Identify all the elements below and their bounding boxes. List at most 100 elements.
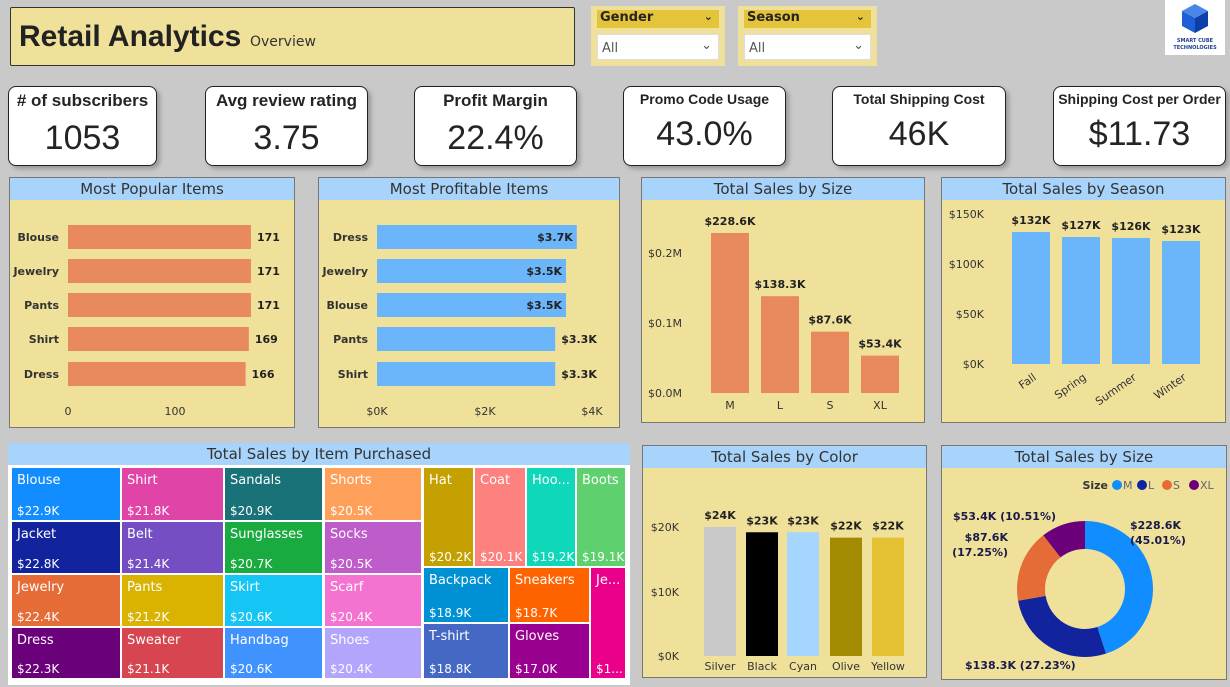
treemap-tile[interactable]: Belt $21.4K [122,522,223,573]
tile-value: $22.8K [17,557,60,571]
data-label: $22K [872,520,904,533]
treemap-tile[interactable]: Pants $21.2K [122,575,223,626]
category-label: Pants [24,299,59,312]
kpi-label: Total Shipping Cost [853,91,985,107]
data-label: 171 [257,231,280,244]
tile-value: $20.9K [230,504,273,518]
treemap-tile[interactable]: Boots $19.1K [577,468,625,566]
data-label: $24K [704,509,736,522]
bar [377,259,566,283]
tile-name: Handbag [230,633,289,648]
category-label: Yellow [870,660,905,673]
gender-dropdown[interactable]: All ⌄ [597,34,719,60]
bar [377,293,566,317]
treemap-tile[interactable]: Coat $20.1K [475,468,525,566]
treemap-tile[interactable]: Shorts $20.5K [325,468,421,520]
treemap-tile[interactable]: Je... $1... [591,568,625,678]
treemap-tile[interactable]: Sandals $20.9K [225,468,322,520]
chart-svg: $228.6K (45.01%) $138.3K (27.23%) $87.6K (17… [952,479,1214,672]
treemap-tile[interactable]: Hat $20.2K [424,468,473,566]
chart-svg: Dress $3.7K Jewelry $3.5K Blouse $3.5K Pants $3… [321,225,603,418]
sales-by-season-chart: Total Sales by Season $132K Fall $127K Sprin… [941,177,1226,423]
data-label: 171 [257,299,280,312]
data-label: $53.4K [858,338,902,351]
bar [68,293,251,317]
tile-name: Je... [596,573,621,588]
treemap-tile[interactable]: Jacket $22.8K [12,522,120,573]
legend-title: Size [1082,479,1108,492]
category-label: Cyan [789,660,817,673]
treemap-tile[interactable]: T-shirt $18.8K [424,624,508,678]
legend-marker [1137,480,1147,490]
kpi-label: Avg review rating [215,91,358,110]
tile-value: $20.6K [230,662,273,676]
data-label: $127K [1061,219,1101,232]
bar [1112,238,1150,364]
sales-by-color-chart: Total Sales by Color $24K Silver $23K Black $… [642,445,927,678]
chart-title: Total Sales by Size [942,446,1226,468]
chevron-down-icon[interactable]: ⌄ [855,10,865,23]
page-subtitle: Overview [250,34,316,50]
season-slicer[interactable]: Season ⌄ All ⌄ [738,6,877,66]
chevron-down-icon[interactable]: ⌄ [703,10,713,23]
treemap-tile[interactable]: Gloves $17.0K [510,624,589,678]
treemap-tile[interactable]: Sweater $21.1K [122,628,223,678]
x-tick-label: $0K [366,405,388,418]
x-tick-label: 100 [165,405,186,418]
tile-name: Jewelry [17,580,65,595]
y-tick-label: $0.0M [648,387,682,400]
category-label: Olive [832,660,860,673]
chevron-down-icon: ⌄ [853,38,864,53]
gender-slicer[interactable]: Gender ⌄ All ⌄ [591,6,725,66]
tile-value: $18.9K [429,606,472,620]
y-tick-label: $0K [963,358,985,371]
bar [746,532,778,656]
legend-marker [1162,480,1172,490]
tile-value: $20.6K [230,610,273,624]
x-tick-label: 0 [65,405,72,418]
treemap-tile[interactable]: Skirt $20.6K [225,575,322,626]
data-label: $138.3K [755,278,806,291]
bar [811,331,849,393]
category-label: Blouse [326,299,368,312]
tile-name: Shoes [330,633,370,648]
bar [377,225,577,249]
donut-slice [1017,535,1061,601]
category-label: Jewelry [12,265,59,278]
season-dropdown[interactable]: All ⌄ [744,34,871,60]
kpi-value: $11.73 [1088,115,1191,153]
tile-name: Jacket [17,527,57,542]
treemap-tile[interactable]: Hoo... $19.2K [527,468,575,566]
tile-name: Gloves [515,629,560,644]
treemap-tile[interactable]: Handbag $20.6K [225,628,322,678]
category-label: Winter [1152,371,1190,403]
tile-value: $22.3K [17,662,60,676]
tile-value: $18.8K [429,662,472,676]
tile-name: Socks [330,527,368,542]
treemap-tile[interactable]: Backpack $18.9K [424,568,508,622]
treemap-tile[interactable]: Blouse $22.9K [12,468,120,520]
treemap-tile[interactable]: Scarf $20.4K [325,575,421,626]
tile-value: $20.2K [429,550,472,564]
tile-name: Sandals [230,473,282,488]
tile-value: $20.5K [330,557,373,571]
season-value: All [749,41,766,56]
treemap-tile[interactable]: Shirt $21.8K [122,468,223,520]
treemap-tile[interactable]: Sunglasses $20.7K [225,522,322,573]
treemap-tile[interactable]: Socks $20.5K [325,522,421,573]
data-label: $138.3K (27.23%) [965,659,1076,672]
kpi-label: Profit Margin [443,91,548,110]
data-label: $3.3K [561,368,597,381]
treemap-tile[interactable]: Shoes $20.4K [325,628,421,678]
legend-label: M [1123,479,1133,492]
kpi-label: Promo Code Usage [639,91,770,107]
treemap-tile[interactable]: Dress $22.3K [12,628,120,678]
treemap-tile[interactable]: Jewelry $22.4K [12,575,120,626]
chevron-down-icon: ⌄ [701,38,712,53]
logo: SMART CUBE TECHNOLOGIES [1165,0,1225,55]
tile-value: $21.8K [127,504,170,518]
treemap-tile[interactable]: Sneakers $18.7K [510,568,589,622]
tile-name: Sunglasses [230,527,303,542]
tile-value: $21.4K [127,557,170,571]
chart-title: Total Sales by Color [643,446,926,468]
